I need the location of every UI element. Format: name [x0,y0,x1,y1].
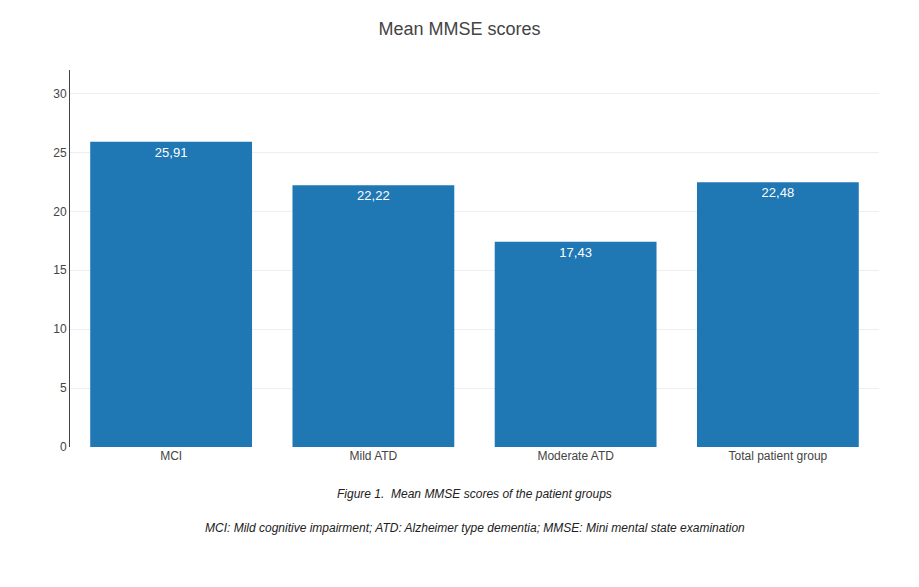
svg-text:MCI: MCI [160,449,182,463]
svg-text:17,43: 17,43 [559,245,592,260]
svg-text:Moderate ATD: Moderate ATD [537,449,614,463]
svg-text:Mean MMSE scores: Mean MMSE scores [378,19,540,39]
svg-text:25: 25 [53,146,67,160]
svg-text:15: 15 [53,263,67,277]
svg-text:MCI: Mild cognitive impairment: MCI: Mild cognitive impairment; ATD: Alz… [205,521,745,535]
svg-text:22,22: 22,22 [357,188,390,203]
svg-text:20: 20 [53,205,67,219]
svg-text:22,48: 22,48 [762,185,795,200]
svg-text:0: 0 [60,440,67,454]
svg-text:Total patient group: Total patient group [729,449,828,463]
svg-text:10: 10 [53,322,67,336]
svg-text:Mild ATD: Mild ATD [349,449,397,463]
svg-text:5: 5 [60,381,67,395]
svg-text:Figure 1. Mean MMSE scores of: Figure 1. Mean MMSE scores of the patien… [337,487,612,501]
svg-text:30: 30 [53,87,67,101]
svg-text:25,91: 25,91 [155,145,188,160]
